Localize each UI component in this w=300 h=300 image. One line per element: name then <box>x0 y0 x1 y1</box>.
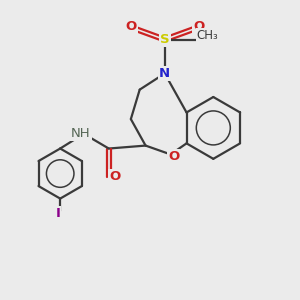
Text: CH₃: CH₃ <box>196 29 218 42</box>
Text: O: O <box>109 170 120 183</box>
Text: O: O <box>193 20 204 33</box>
Text: O: O <box>168 150 179 163</box>
Text: N: N <box>159 67 170 80</box>
Text: S: S <box>160 33 169 46</box>
Text: I: I <box>56 207 60 220</box>
Text: NH: NH <box>71 127 91 140</box>
Text: O: O <box>125 20 136 33</box>
